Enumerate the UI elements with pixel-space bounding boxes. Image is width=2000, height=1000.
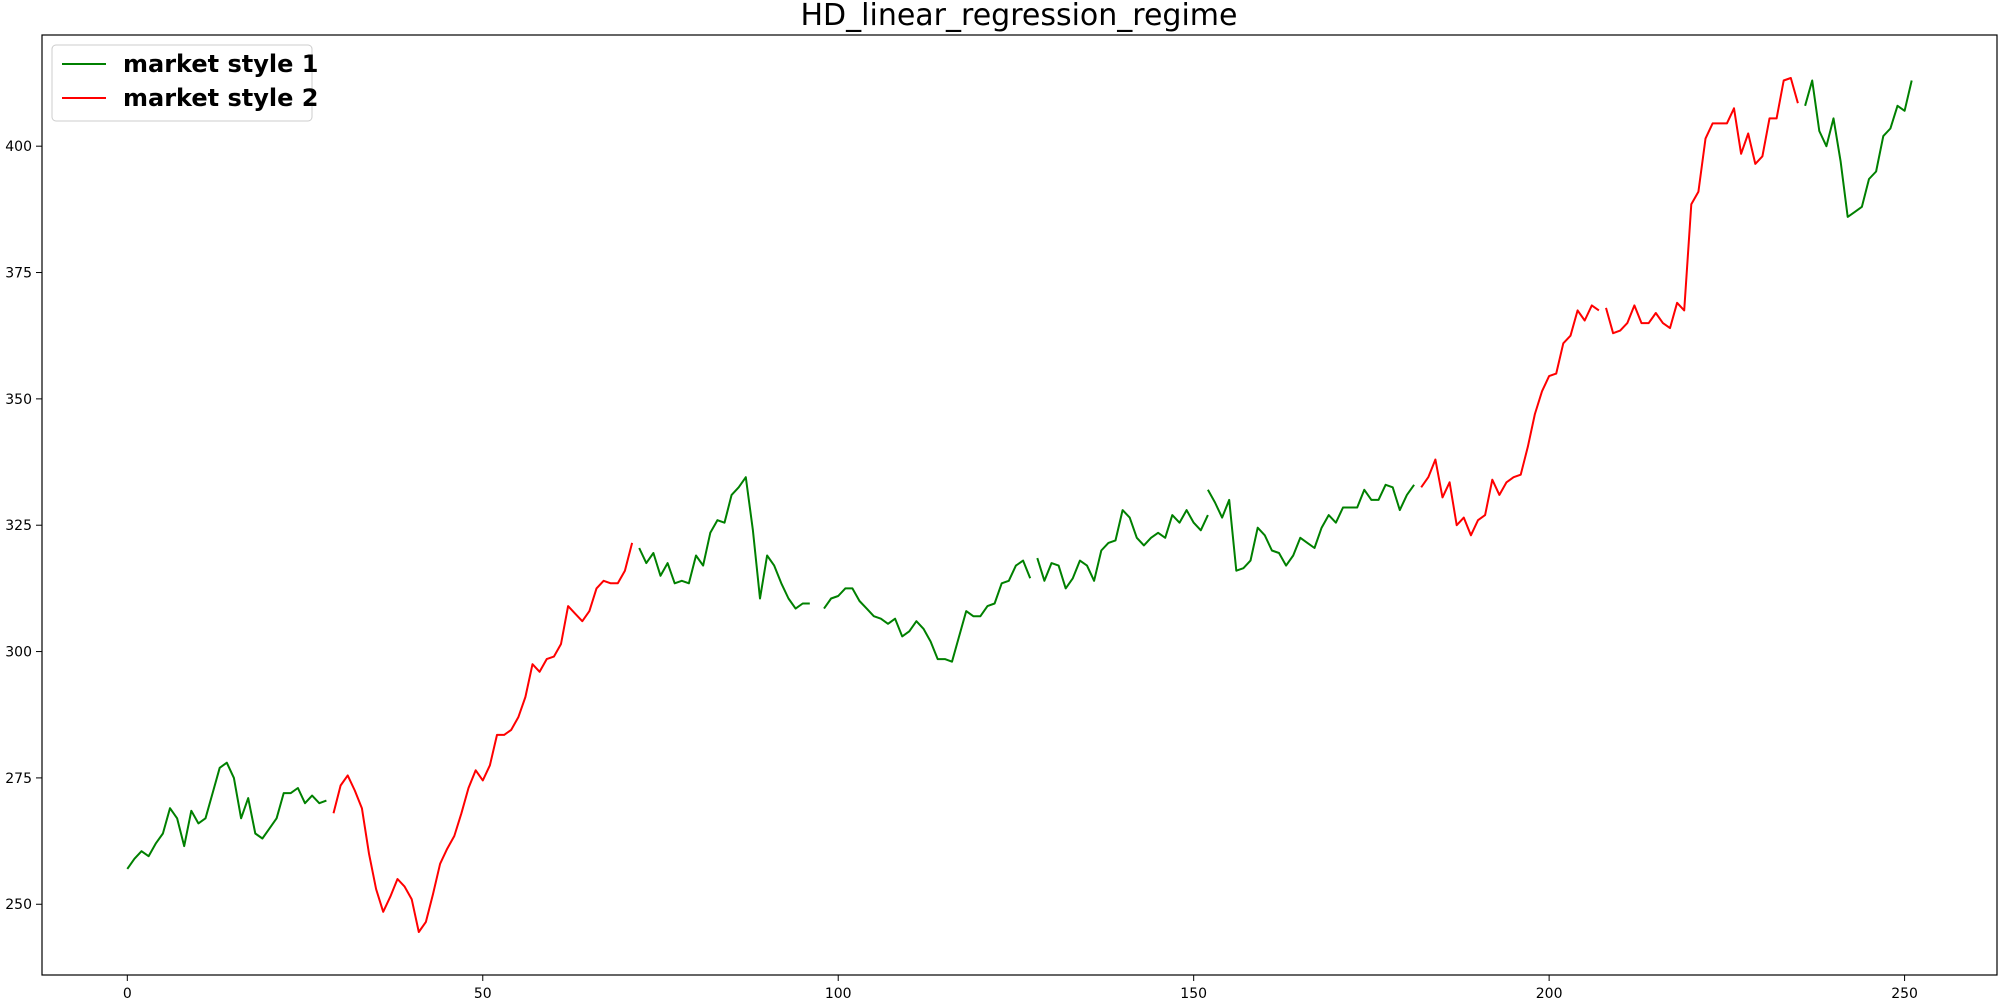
series-line-2 [332, 542, 634, 933]
y-tick-label: 325 [5, 518, 32, 534]
y-tick-label: 350 [5, 392, 32, 408]
x-tick-label: 50 [474, 986, 492, 1000]
y-tick-label: 300 [5, 645, 32, 661]
series-line-1 [823, 559, 1032, 663]
x-tick-label: 100 [825, 986, 852, 1000]
series-line-1 [1804, 79, 1913, 218]
series-line-1 [126, 761, 327, 870]
chart-title: HD_linear_regression_regime [801, 0, 1238, 33]
series-line-1 [1036, 509, 1209, 590]
plot-frame [41, 34, 1998, 976]
legend-label: market style 1 [123, 50, 318, 78]
series-layer [126, 77, 1913, 933]
y-tick-label: 250 [5, 897, 32, 913]
x-tick-label: 150 [1180, 986, 1207, 1000]
y-tick-label: 400 [5, 139, 32, 155]
x-tick-label: 0 [123, 986, 132, 1000]
series-line-2 [1420, 304, 1600, 537]
x-axis: 0 50 100 150 200 250 [123, 975, 1918, 1000]
y-axis: 250 275 300 325 350 375 400 [5, 139, 42, 913]
x-tick-label: 200 [1536, 986, 1563, 1000]
y-tick-label: 275 [5, 771, 32, 787]
legend-box [51, 44, 313, 122]
series-line-2 [1605, 77, 1799, 335]
series-line-1 [638, 476, 810, 610]
legend-label: market style 2 [123, 84, 318, 112]
series-line-1 [1207, 483, 1415, 572]
legend: market style 1 market style 2 [51, 44, 318, 122]
y-tick-label: 375 [5, 266, 32, 282]
x-tick-label: 250 [1891, 986, 1918, 1000]
